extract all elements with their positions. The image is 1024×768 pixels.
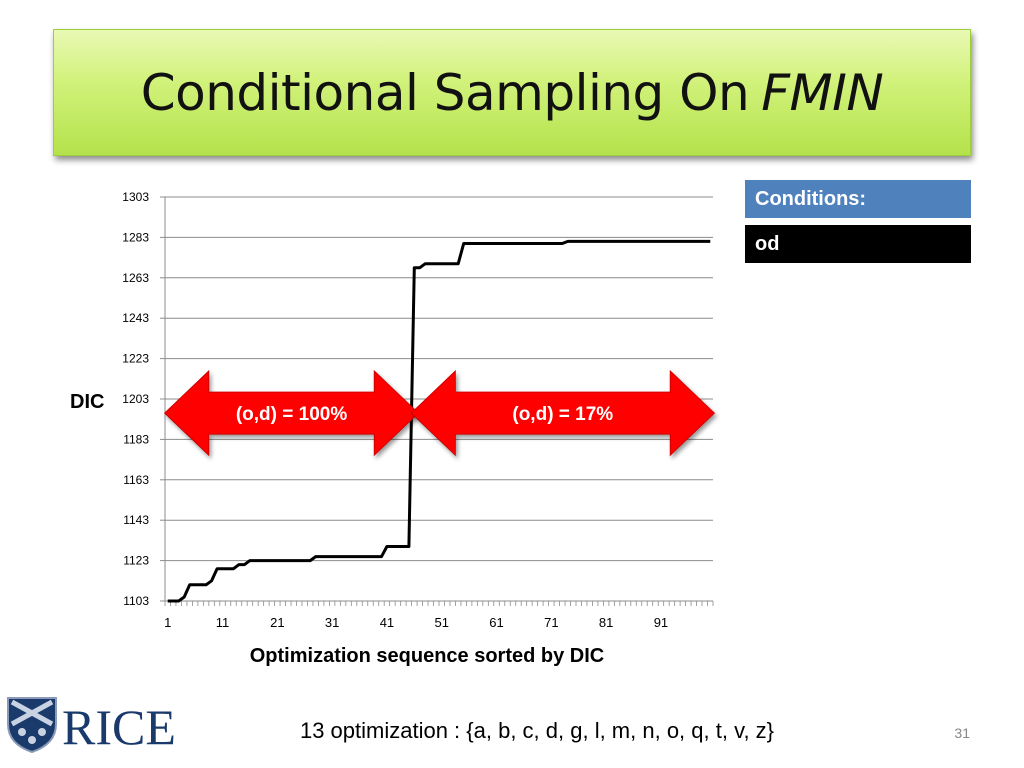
y-tick-label: 1163 — [123, 473, 149, 487]
arrow-label: (o,d) = 17% — [512, 404, 613, 425]
footer-text: 13 optimization : {a, b, c, d, g, l, m, … — [299, 718, 775, 743]
x-tick-label: 81 — [599, 615, 613, 630]
x-tick-label: 91 — [654, 615, 668, 630]
arrow-label: (o,d) = 100% — [236, 404, 347, 425]
page-number: 31 — [954, 725, 970, 741]
y-tick-label: 1123 — [123, 554, 149, 568]
y-tick-label: 1303 — [122, 190, 149, 204]
x-tick-label: 71 — [544, 615, 558, 630]
y-tick-label: 1143 — [123, 513, 149, 527]
x-tick-label: 21 — [270, 615, 284, 630]
y-axis-label: DIC — [70, 391, 104, 413]
y-tick-label: 1223 — [122, 352, 149, 366]
conditions-value: od — [745, 225, 971, 263]
y-tick-label: 1243 — [122, 311, 149, 325]
double-arrow — [410, 369, 716, 457]
conditions-header: Conditions: — [745, 180, 971, 218]
x-tick-label: 61 — [489, 615, 503, 630]
title-banner: Conditional Sampling On FMIN — [53, 29, 971, 156]
logo-text: RICE — [62, 699, 176, 755]
y-tick-label: 1203 — [122, 392, 149, 406]
x-tick-label: 51 — [435, 615, 449, 630]
shield-icon — [7, 697, 57, 754]
x-tick-label: 31 — [325, 615, 339, 630]
y-tick-label: 1283 — [122, 230, 149, 244]
slide-title-italic: FMIN — [761, 63, 884, 122]
y-tick-label: 1103 — [123, 594, 149, 608]
x-axis-label: Optimization sequence sorted by DIC — [250, 645, 605, 667]
slide-title: Conditional Sampling On FMIN — [140, 63, 884, 122]
dic-series-line — [167, 239, 711, 603]
rice-logo: RICE — [7, 697, 176, 755]
y-tick-label: 1263 — [122, 271, 149, 285]
x-tick-label: 11 — [216, 615, 230, 630]
x-tick-label: 41 — [380, 615, 394, 630]
x-tick-label: 1 — [164, 615, 171, 630]
y-tick-label: 1183 — [123, 432, 149, 446]
